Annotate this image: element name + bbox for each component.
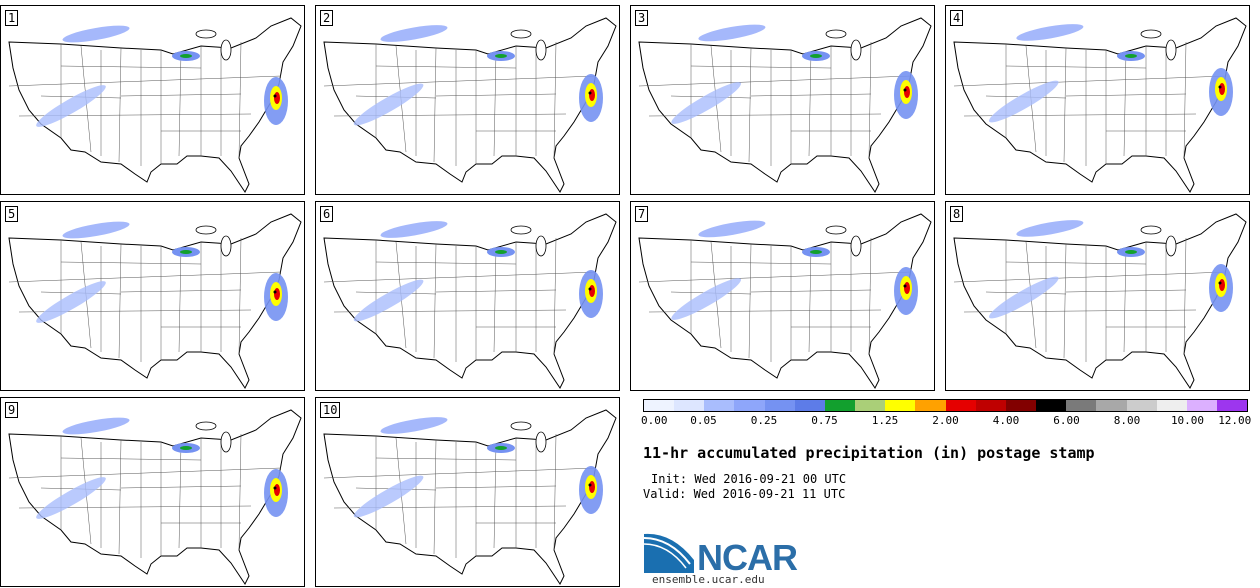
colorbar-tick-label: 10.00 — [1170, 414, 1205, 427]
member-label: 3 — [635, 10, 649, 26]
colorbar-swatch — [1216, 400, 1248, 411]
stamp-panel-2: 2 — [315, 5, 620, 195]
us-map-icon — [638, 17, 932, 193]
stamp-panel-4: 4 — [945, 5, 1250, 195]
colorbar-swatch — [1156, 400, 1187, 411]
member-label: 5 — [5, 206, 19, 222]
us-map-icon — [8, 17, 302, 193]
colorbar-swatch — [674, 400, 705, 411]
colorbar-swatch — [885, 400, 916, 411]
stamp-panel-10: 10 — [315, 397, 620, 587]
ncar-logo-icon — [643, 533, 694, 573]
us-map-icon — [323, 17, 617, 193]
stamp-panel-7: 7 — [630, 201, 935, 391]
colorbar-swatch — [945, 400, 976, 411]
colorbar-swatch — [915, 400, 946, 411]
us-map-icon — [323, 213, 617, 389]
colorbar-swatch — [764, 400, 795, 411]
colorbar-tick-label: 1.25 — [871, 414, 899, 427]
us-map-icon — [953, 213, 1247, 389]
logo-url: ensemble.ucar.edu — [652, 573, 765, 586]
colorbar-tick-label: 0.00 — [641, 414, 668, 427]
valid-time: Valid: Wed 2016-09-21 11 UTC — [643, 487, 846, 501]
init-time: Init: Wed 2016-09-21 00 UTC — [651, 472, 847, 486]
colorbar-tick-label: 2.00 — [932, 414, 959, 427]
us-map-icon — [8, 213, 302, 389]
stamp-panel-3: 3 — [630, 5, 935, 195]
colorbar-tick-label: 4.00 — [992, 414, 1020, 427]
colorbar-swatch — [975, 400, 1006, 411]
colorbar-swatch — [1096, 400, 1127, 411]
colorbar-swatch — [794, 400, 825, 411]
us-map-icon — [8, 409, 302, 585]
colorbar-tick-label: 0.25 — [750, 414, 778, 427]
colorbar-swatch — [704, 400, 735, 411]
member-label: 6 — [320, 206, 334, 222]
member-label: 1 — [5, 10, 19, 26]
colorbar-swatch — [1005, 400, 1037, 411]
colorbar-tick-label: 6.00 — [1053, 414, 1080, 427]
colorbar-tick-label: 12.00 — [1218, 414, 1252, 427]
us-map-icon — [953, 17, 1247, 193]
member-label: 7 — [635, 206, 649, 222]
colorbar-tick-label: 0.75 — [811, 414, 838, 427]
logo-text: NCAR — [697, 537, 798, 578]
colorbar-swatch — [855, 400, 886, 411]
member-label: 4 — [950, 10, 964, 26]
member-label: 9 — [5, 402, 19, 418]
member-label: 10 — [320, 402, 341, 418]
colorbar-swatch — [734, 400, 765, 411]
stamp-panel-1: 1 — [0, 5, 305, 195]
colorbar-swatch — [1186, 400, 1217, 411]
stamp-panel-5: 5 — [0, 201, 305, 391]
colorbar-swatch — [824, 400, 856, 411]
stamp-panel-9: 9 — [0, 397, 305, 587]
us-map-icon — [323, 409, 617, 585]
precip-colorbar — [643, 399, 1248, 412]
chart-title: 11-hr accumulated precipitation (in) pos… — [643, 444, 1095, 462]
member-label: 2 — [320, 10, 334, 26]
colorbar-tick-label: 8.00 — [1113, 414, 1141, 427]
us-map-icon — [638, 213, 932, 389]
stamp-panel-8: 8 — [945, 201, 1250, 391]
stamp-panel-6: 6 — [315, 201, 620, 391]
colorbar-swatch — [1066, 400, 1097, 411]
colorbar-swatch — [1126, 400, 1157, 411]
colorbar-tick-label: 0.05 — [690, 414, 717, 427]
colorbar-swatch — [644, 400, 675, 411]
member-label: 8 — [950, 206, 964, 222]
colorbar-ticks: 0.00 0.05 0.25 0.75 1.25 2.00 4.00 6.00 8.00 10.0… — [641, 414, 1252, 430]
colorbar-swatch — [1036, 400, 1067, 411]
